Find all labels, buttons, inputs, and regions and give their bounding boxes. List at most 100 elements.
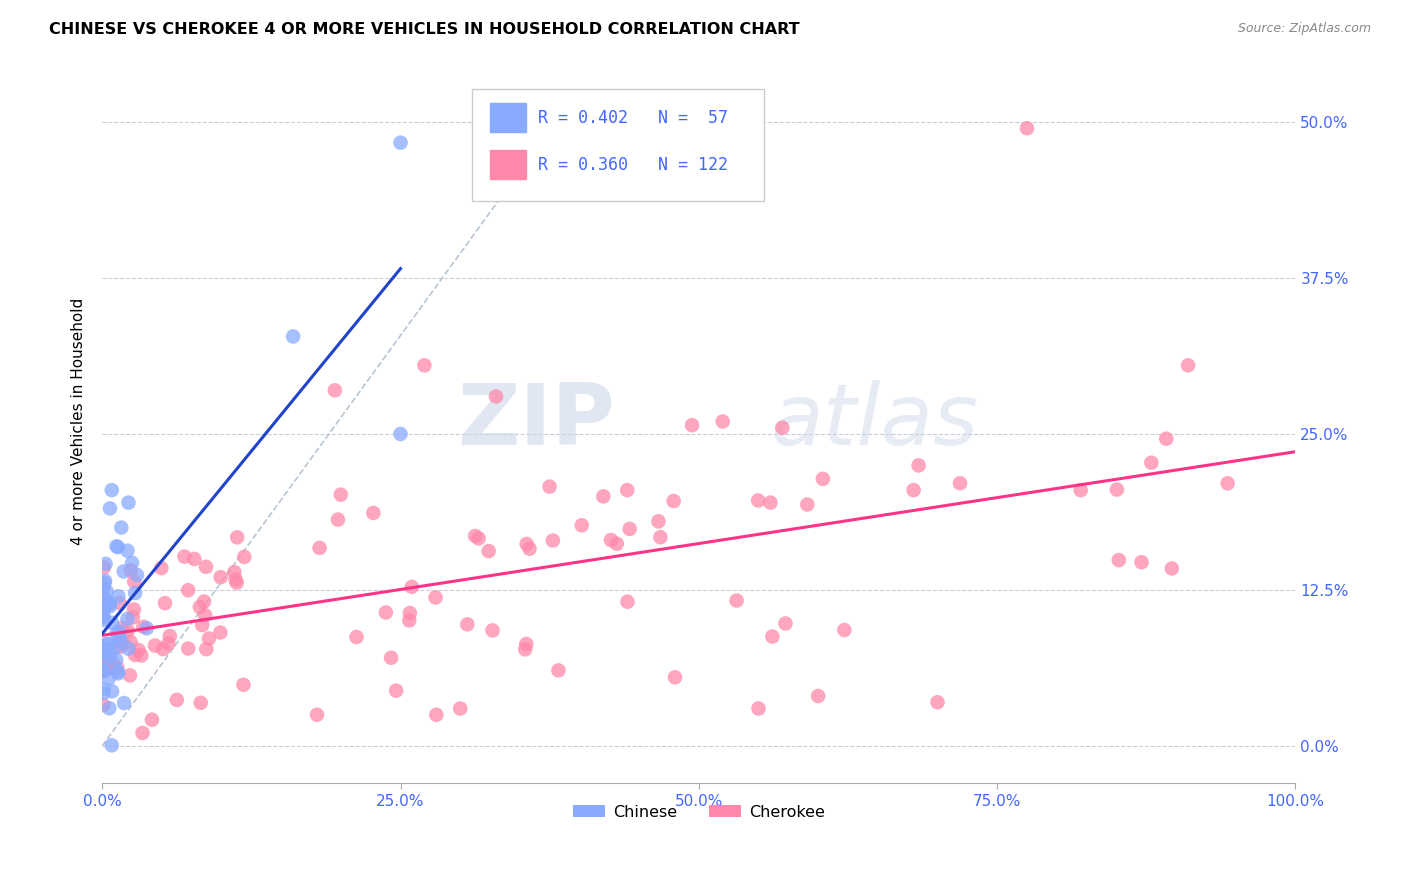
Point [1130,555,1153,569]
Point [94,657,117,671]
Point [96,654,118,668]
Point [190,696,212,710]
Point [401,580,423,594]
Point [323,384,346,398]
Point [1105,483,1128,497]
Point [188,600,211,615]
Point [305,707,328,722]
Point [515,642,537,657]
Point [117,495,139,509]
Text: R = 0.402   N =  57: R = 0.402 N = 57 [537,109,728,127]
Point [226,530,249,544]
Point [110,634,132,648]
Point [538,480,561,494]
Point [94,557,117,571]
Point [93,608,115,623]
Point [519,541,541,556]
Point [94,598,117,612]
Point [117,543,139,558]
Point [747,701,769,715]
Point [281,329,304,343]
Point [128,643,150,657]
Point [173,549,195,564]
Point [93,613,115,627]
Point [761,630,783,644]
Point [103,657,125,672]
Point [927,695,949,709]
Point [225,573,247,587]
Point [664,670,686,684]
Point [225,575,247,590]
Point [124,586,146,600]
Point [329,488,352,502]
Point [233,549,256,564]
Point [124,648,146,662]
Text: atlas: atlas [770,380,979,463]
Point [96,637,118,651]
Point [117,612,139,626]
Point [903,483,925,497]
Point [398,614,420,628]
Point [209,570,232,584]
Point [93,576,115,591]
Point [571,518,593,533]
Point [711,415,734,429]
Point [191,618,214,632]
Point [183,552,205,566]
Point [326,512,349,526]
Point [93,591,115,606]
Point [592,489,614,503]
Point [193,594,215,608]
Point [120,635,142,649]
Point [485,390,508,404]
Point [647,514,669,528]
Point [308,541,330,555]
Point [385,683,408,698]
Point [93,560,115,574]
Point [619,522,641,536]
Point [150,561,173,575]
Point [747,493,769,508]
Point [796,498,818,512]
Point [122,602,145,616]
Point [224,565,246,579]
Point [143,639,166,653]
Point [121,556,143,570]
Point [93,646,115,660]
Point [125,568,148,582]
Point [662,494,685,508]
Point [96,584,118,599]
Point [112,637,135,651]
Point [159,629,181,643]
Point [117,624,139,638]
Point [97,672,120,686]
Point [105,660,128,674]
Text: CHINESE VS CHEROKEE 4 OR MORE VEHICLES IN HOUSEHOLD CORRELATION CHART: CHINESE VS CHEROKEE 4 OR MORE VEHICLES I… [49,22,800,37]
Point [107,589,129,603]
Point [425,591,447,605]
Point [425,707,447,722]
Point [166,693,188,707]
Point [108,624,131,639]
Point [198,632,221,646]
Point [108,596,131,610]
FancyBboxPatch shape [472,88,765,201]
Bar [491,150,526,179]
Point [93,698,115,712]
Legend: Chinese, Cherokee: Chinese, Cherokee [567,798,831,826]
Point [94,574,117,588]
Point [105,539,128,553]
Point [110,520,132,534]
Point [100,739,122,753]
Point [1108,553,1130,567]
Point [195,642,218,657]
Point [177,641,200,656]
Point [541,533,564,548]
Point [650,530,672,544]
Point [616,595,638,609]
Point [101,684,124,698]
Point [122,574,145,589]
Point [98,649,121,664]
Point [516,537,538,551]
Point [456,617,478,632]
